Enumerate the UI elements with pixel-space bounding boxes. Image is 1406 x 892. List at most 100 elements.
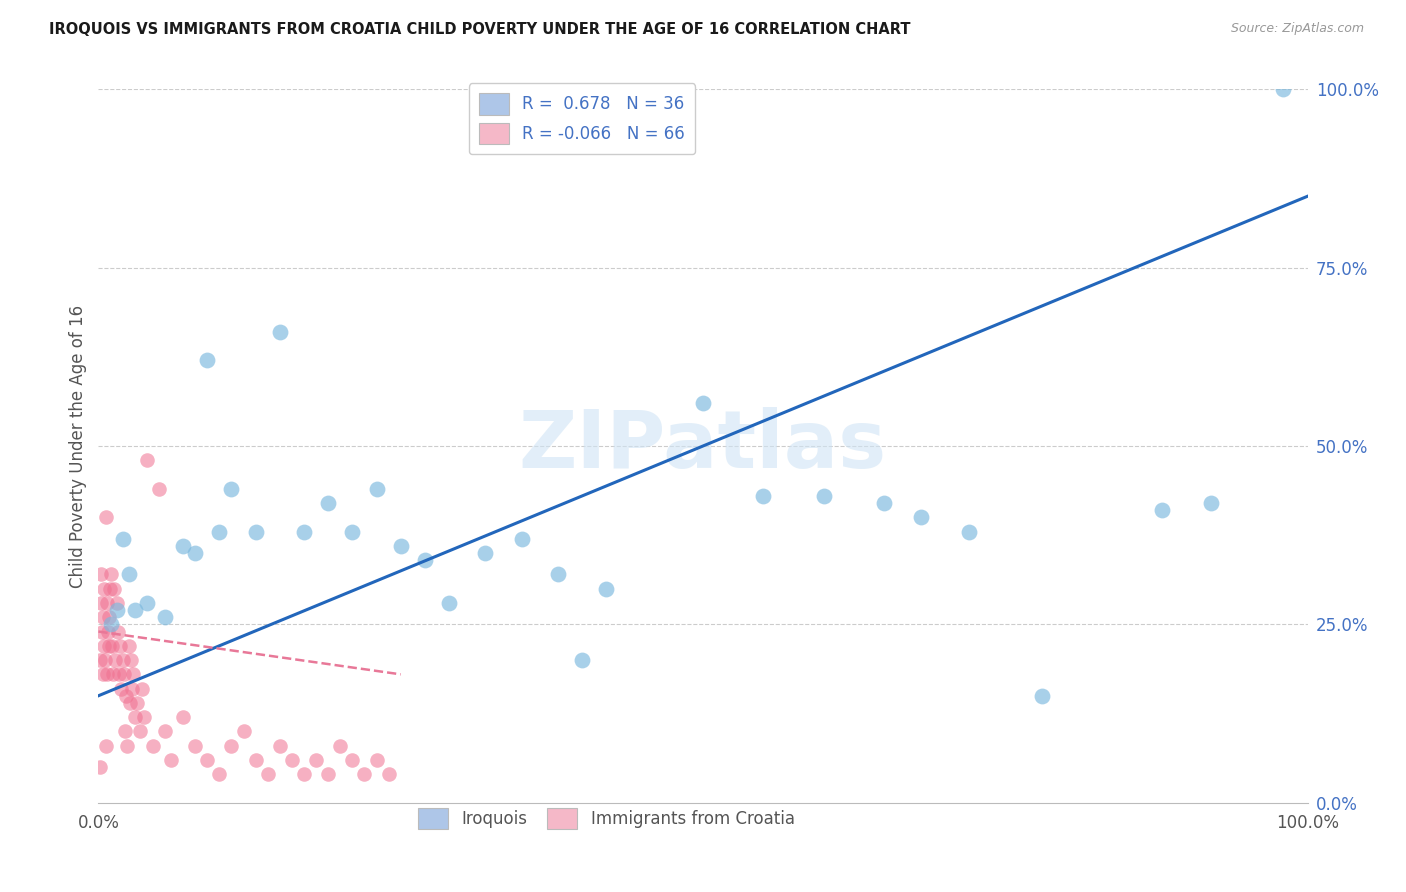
Point [121,681,143,696]
Text: Source: ZipAtlas.com: Source: ZipAtlas.com [1230,22,1364,36]
Point [221,482,243,496]
Point [752,489,775,503]
Point [124,603,146,617]
Point [98,582,121,596]
Point [377,767,399,781]
Point [127,696,149,710]
Point [342,524,364,539]
Point [571,653,593,667]
Point [413,553,436,567]
Point [366,753,388,767]
Point [96,596,118,610]
Point [292,767,315,781]
Point [104,653,127,667]
Point [93,582,115,596]
Point [305,753,328,767]
Point [195,753,218,767]
Point [110,681,132,696]
Point [117,739,139,753]
Point [153,724,176,739]
Point [172,710,194,724]
Point [114,724,136,739]
Y-axis label: Child Poverty Under the Age of 16: Child Poverty Under the Age of 16 [69,304,87,588]
Legend: Iroquois, Immigrants from Croatia: Iroquois, Immigrants from Croatia [409,799,803,838]
Point [316,496,339,510]
Point [1152,503,1174,517]
Point [153,610,176,624]
Point [269,325,291,339]
Point [1031,689,1053,703]
Point [316,767,339,781]
Point [245,524,267,539]
Point [108,639,131,653]
Point [90,567,112,582]
Point [128,724,150,739]
Point [90,596,112,610]
Point [98,610,121,624]
Point [329,739,352,753]
Point [100,639,122,653]
Point [873,496,896,510]
Point [107,624,129,639]
Point [1199,496,1222,510]
Point [148,482,170,496]
Point [221,739,243,753]
Point [103,582,125,596]
Point [96,667,118,681]
Point [111,653,134,667]
Point [595,582,617,596]
Point [184,739,207,753]
Text: IROQUOIS VS IMMIGRANTS FROM CROATIA CHILD POVERTY UNDER THE AGE OF 16 CORRELATIO: IROQUOIS VS IMMIGRANTS FROM CROATIA CHIL… [49,22,911,37]
Point [131,681,153,696]
Point [91,667,114,681]
Point [353,767,375,781]
Point [122,667,145,681]
Point [232,724,254,739]
Point [510,532,533,546]
Text: ZIPatlas: ZIPatlas [519,407,887,485]
Point [269,739,291,753]
Point [118,639,141,653]
Point [97,639,120,653]
Point [105,596,128,610]
Point [94,510,117,524]
Point [474,546,496,560]
Point [134,710,156,724]
Point [1272,82,1295,96]
Point [115,689,138,703]
Point [195,353,218,368]
Point [135,596,157,610]
Point [957,524,980,539]
Point [813,489,835,503]
Point [93,639,115,653]
Point [91,624,114,639]
Point [292,524,315,539]
Point [89,653,111,667]
Point [96,739,118,753]
Point [281,753,304,767]
Point [366,482,388,496]
Point [172,539,194,553]
Point [112,667,135,681]
Point [245,753,267,767]
Point [208,767,231,781]
Point [160,753,183,767]
Point [89,760,111,774]
Point [101,667,124,681]
Point [124,710,146,724]
Point [94,653,117,667]
Point [135,453,157,467]
Point [692,396,714,410]
Point [184,546,207,560]
Point [118,567,141,582]
Point [105,603,128,617]
Point [208,524,231,539]
Point [97,624,120,639]
Point [256,767,278,781]
Point [118,696,141,710]
Point [100,567,122,582]
Point [389,539,412,553]
Point [108,667,131,681]
Point [111,532,134,546]
Point [120,653,142,667]
